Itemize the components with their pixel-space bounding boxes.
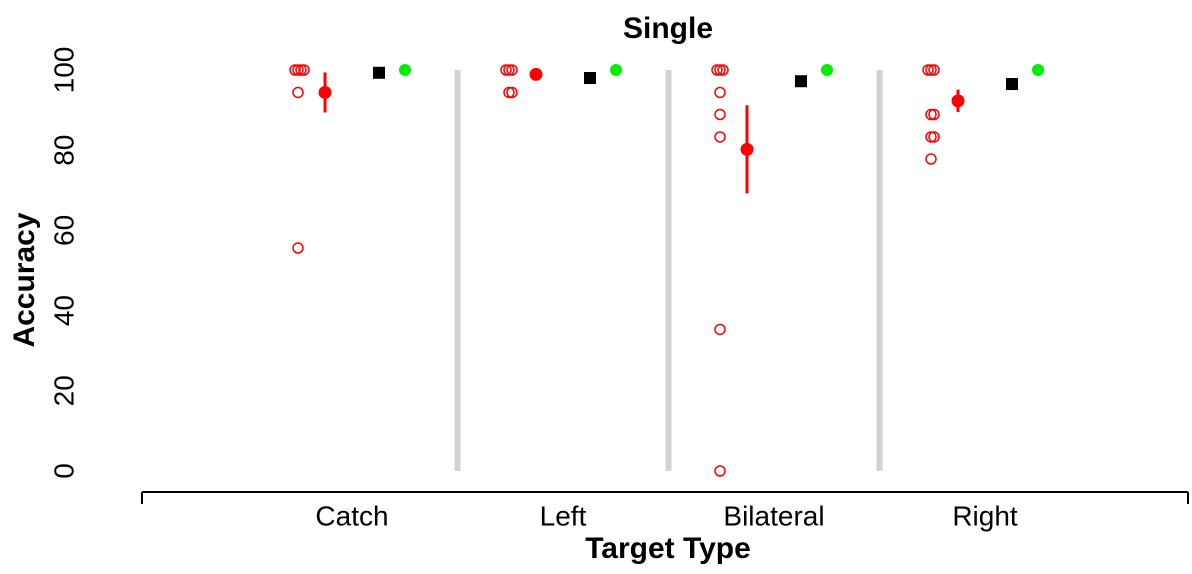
individual-point	[506, 86, 518, 99]
individual-point	[922, 64, 934, 76]
individual-point	[292, 86, 304, 99]
individual-point	[503, 86, 515, 99]
y-axis-title: Accuracy	[8, 212, 41, 347]
reference-point	[1006, 78, 1018, 91]
individual-point	[503, 64, 515, 76]
x-tick-label: Left	[540, 500, 587, 531]
target-point	[821, 64, 833, 76]
y-tick-label: 60	[48, 215, 79, 246]
individual-point	[298, 64, 310, 76]
x-tick-label: Catch	[315, 500, 388, 531]
individual-point	[925, 153, 937, 165]
individual-point	[714, 86, 726, 99]
mean-point	[740, 142, 754, 156]
individual-point	[925, 64, 937, 76]
chart-title: Single	[623, 12, 713, 45]
target-point	[399, 64, 411, 76]
individual-point	[928, 131, 940, 143]
mean-point	[318, 85, 332, 99]
individual-point	[714, 323, 726, 336]
target-point	[610, 64, 622, 76]
individual-point	[717, 64, 729, 76]
reference-point	[373, 66, 385, 79]
individual-point	[925, 108, 937, 121]
y-tick-label: 80	[48, 135, 79, 166]
y-tick-label: 40	[48, 295, 79, 326]
individual-point	[500, 64, 512, 76]
reference-point	[795, 75, 807, 88]
mean-point	[951, 94, 965, 108]
target-point	[1032, 64, 1044, 76]
y-tick-label: 20	[48, 375, 79, 406]
reference-point	[584, 72, 596, 85]
y-tick-label: 100	[48, 47, 79, 94]
individual-point	[295, 64, 307, 76]
individual-point	[714, 64, 726, 76]
x-axis-title: Target Type	[585, 532, 751, 565]
y-tick-label: 0	[48, 463, 79, 479]
individual-point	[925, 131, 937, 143]
individual-point	[928, 108, 940, 121]
individual-point	[714, 465, 726, 477]
individual-point	[714, 131, 726, 143]
individual-point	[292, 64, 304, 76]
x-tick-label: Right	[952, 500, 1018, 531]
x-tick-label: Bilateral	[723, 500, 824, 531]
individual-point	[289, 64, 301, 76]
mean-point	[529, 67, 543, 81]
individual-point	[506, 64, 518, 76]
individual-point	[292, 242, 304, 254]
individual-point	[928, 64, 940, 76]
individual-point	[711, 64, 723, 76]
individual-point	[714, 108, 726, 121]
